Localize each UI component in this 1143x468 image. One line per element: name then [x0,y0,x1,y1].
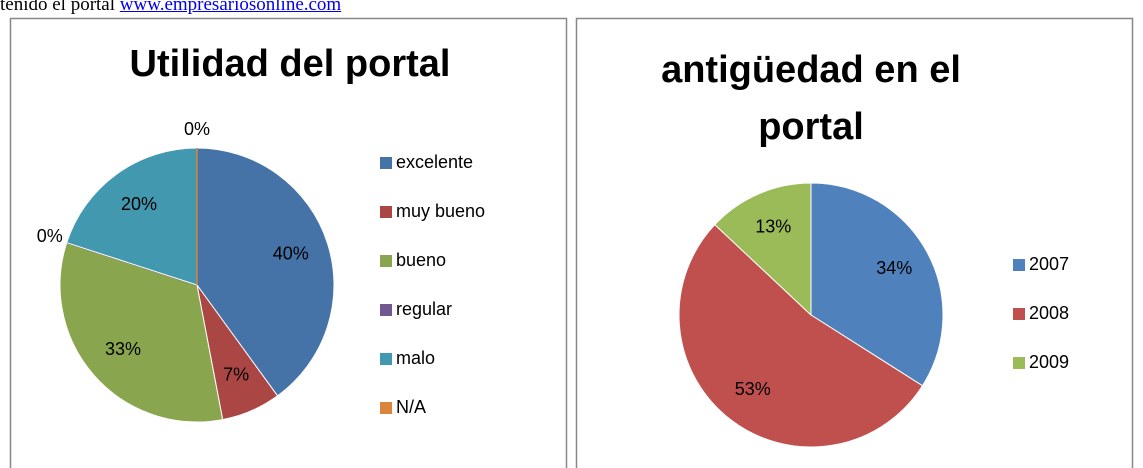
pie-slice [678,223,924,448]
legend-swatch [1013,308,1025,320]
data-label: 40% [273,243,309,263]
intro-line: tenido el portal www.empresariosonline.c… [0,0,341,16]
legend-label: malo [396,348,435,368]
pie-slice [59,242,224,423]
pie-slice [196,147,335,397]
portal-link[interactable]: www.empresariosonline.com [119,0,342,15]
legend-label: 2008 [1029,303,1069,323]
data-label: 20% [121,194,157,214]
data-label: 34% [876,258,912,278]
legend-label: 2009 [1029,352,1069,372]
legend-swatch [380,304,392,316]
legend-label: excelente [396,152,473,172]
pie-slice [810,182,944,387]
legend-label: muy bueno [396,201,485,221]
data-label: 13% [755,217,791,237]
data-label: 0% [37,226,63,246]
legend-label: bueno [396,250,446,270]
intro-text: tenido el portal [0,0,116,15]
chart-title: Utilidad del portal [129,43,451,85]
legend-swatch [1013,259,1025,271]
legend-label: regular [396,299,452,319]
chart-frame [575,17,1134,468]
legend-swatch [380,206,392,218]
legend-swatch [1013,357,1025,369]
legend-swatch [380,157,392,169]
pie-slice [714,182,812,317]
data-label: 33% [105,339,141,359]
pie-slice [66,147,198,286]
data-label: 53% [735,379,771,399]
data-label: 0% [184,119,210,139]
legend-label: N/A [396,397,426,417]
chart-frame [9,17,568,468]
legend-label: 2007 [1029,254,1069,274]
legend-swatch [380,255,392,267]
chart-title: antigüedad en el portal [661,49,961,148]
legend-swatch [380,353,392,365]
data-label: 7% [223,364,249,384]
legend-swatch [380,402,392,414]
